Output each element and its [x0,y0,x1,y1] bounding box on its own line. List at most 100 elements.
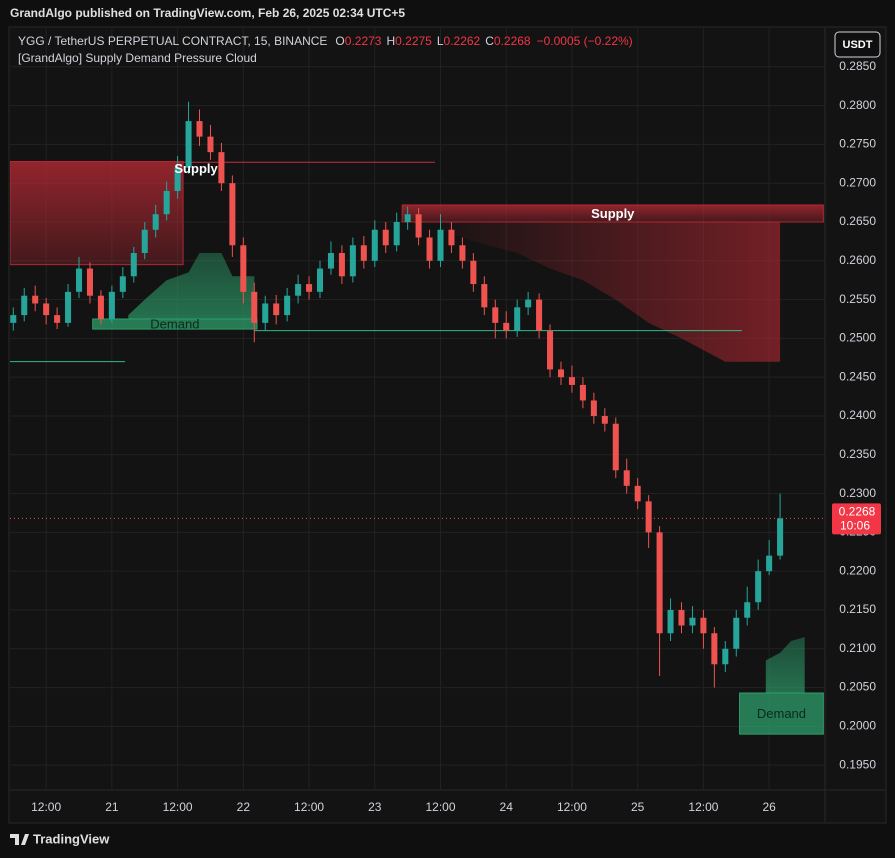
x-tick-label: 22 [237,800,251,814]
candle-body [481,284,488,308]
x-tick-label: 23 [368,800,382,814]
x-tick-label: 12:00 [163,800,193,814]
candle-body [470,260,477,285]
candle-body [207,136,214,153]
candle-body [492,307,499,323]
y-tick-label: 0.2800 [839,98,876,112]
candle-body [163,190,170,215]
last-price-label: 0.2268 [839,505,876,519]
candle-body [678,609,685,626]
candle-body [700,617,707,634]
candle-body [514,307,521,331]
candle-body [459,245,466,261]
candle-body [174,167,181,191]
candle-body [557,369,565,378]
legend: YGG / TetherUS PERPETUAL CONTRACT, 15, B… [18,34,633,65]
candle-body [766,555,773,572]
candle-body [634,485,641,502]
ohlc-key: O [335,34,344,48]
candle-body [251,291,258,323]
candle-body [744,602,751,618]
candle-body [32,295,39,304]
pressure-cloud [765,637,805,693]
ohlc-value: 0.2262 [444,34,481,48]
y-tick-label: 0.2350 [839,447,876,461]
x-tick-label: 12:00 [425,800,455,814]
ohlc-value: 0.2275 [395,34,432,48]
ohlc-key: C [485,34,494,48]
candle-body [152,214,159,230]
candle-body [316,268,324,292]
candle-body [689,617,696,626]
y-tick-label: 0.2450 [839,369,876,383]
change: −0.0005 (−0.22%) [537,34,633,48]
demand-zone [739,692,824,735]
candle-body [130,253,137,277]
candle-body [119,276,126,292]
logo-icon [10,834,29,845]
candle-body [284,295,291,316]
candle-body [349,245,356,277]
candle-body [448,229,455,246]
pressure-cloud [128,253,255,319]
y-tick-label: 0.2000 [839,719,876,733]
currency-button[interactable] [834,31,881,58]
y-tick-label: 0.2050 [839,680,876,694]
candle-body [667,609,674,634]
candle-body [547,330,554,370]
y-tick-label: 0.2200 [839,563,876,577]
y-tick-label: 0.2100 [839,641,876,655]
logo-text: TradingView [33,831,110,846]
publisher: GrandAlgo published on TradingView.com, … [10,6,405,20]
plot: Supply Demand Supply Demand [10,101,825,735]
y-tick-label: 0.2150 [839,602,876,616]
y-tick-label: 0.2300 [839,486,876,500]
candle-body [777,518,784,556]
demand-label: Demand [757,706,806,721]
indicator-name: [GrandAlgo] Supply Demand Pressure Cloud [18,51,257,65]
candle-body [415,214,422,238]
currency[interactable]: USDT [843,39,873,51]
candle-body [10,315,17,323]
candle-body [426,237,433,261]
candle-body [437,229,444,261]
candle-body [141,229,148,254]
y-tick-label: 0.2700 [839,175,876,189]
symbol-legend: YGG / TetherUS PERPETUAL CONTRACT, 15, B… [18,34,633,48]
x-tick-label: 24 [500,800,514,814]
demand-label: Demand [150,316,199,331]
candle-body [393,221,400,246]
supply-zone [401,204,824,223]
candle-body [612,423,619,471]
ohlc-key: H [386,34,395,48]
candle-body [306,284,313,292]
y-tick-label: 0.2400 [839,408,876,422]
x-tick-label: 12:00 [557,800,587,814]
last-price-tag [832,503,881,535]
candle-body [536,299,543,331]
candle-body [360,245,367,261]
symbol: YGG / TetherUS PERPETUAL CONTRACT, 15, B… [18,34,327,48]
candle-body [196,121,203,137]
countdown: 10:06 [840,519,870,533]
candle-body [722,648,729,665]
candle-body [75,268,83,292]
y-tick-label: 0.2850 [839,59,876,73]
supply-label: Supply [591,206,635,221]
supply-label: Supply [174,161,218,176]
candle-body [590,400,597,416]
candle-body [327,253,334,269]
candle-body [371,229,378,261]
candle-body [54,315,61,323]
candle-body [525,299,532,308]
axes: 0.1950 0.2000 0.2050 0.2100 0.2150 0.2200 0.22… [31,59,881,814]
y-tick-label: 0.1950 [839,757,876,771]
candle-body [240,245,247,292]
candle-body [601,415,608,424]
candle-body [229,183,236,246]
candle-body [404,214,411,222]
candle-body [65,291,72,323]
candle-body [568,377,575,385]
